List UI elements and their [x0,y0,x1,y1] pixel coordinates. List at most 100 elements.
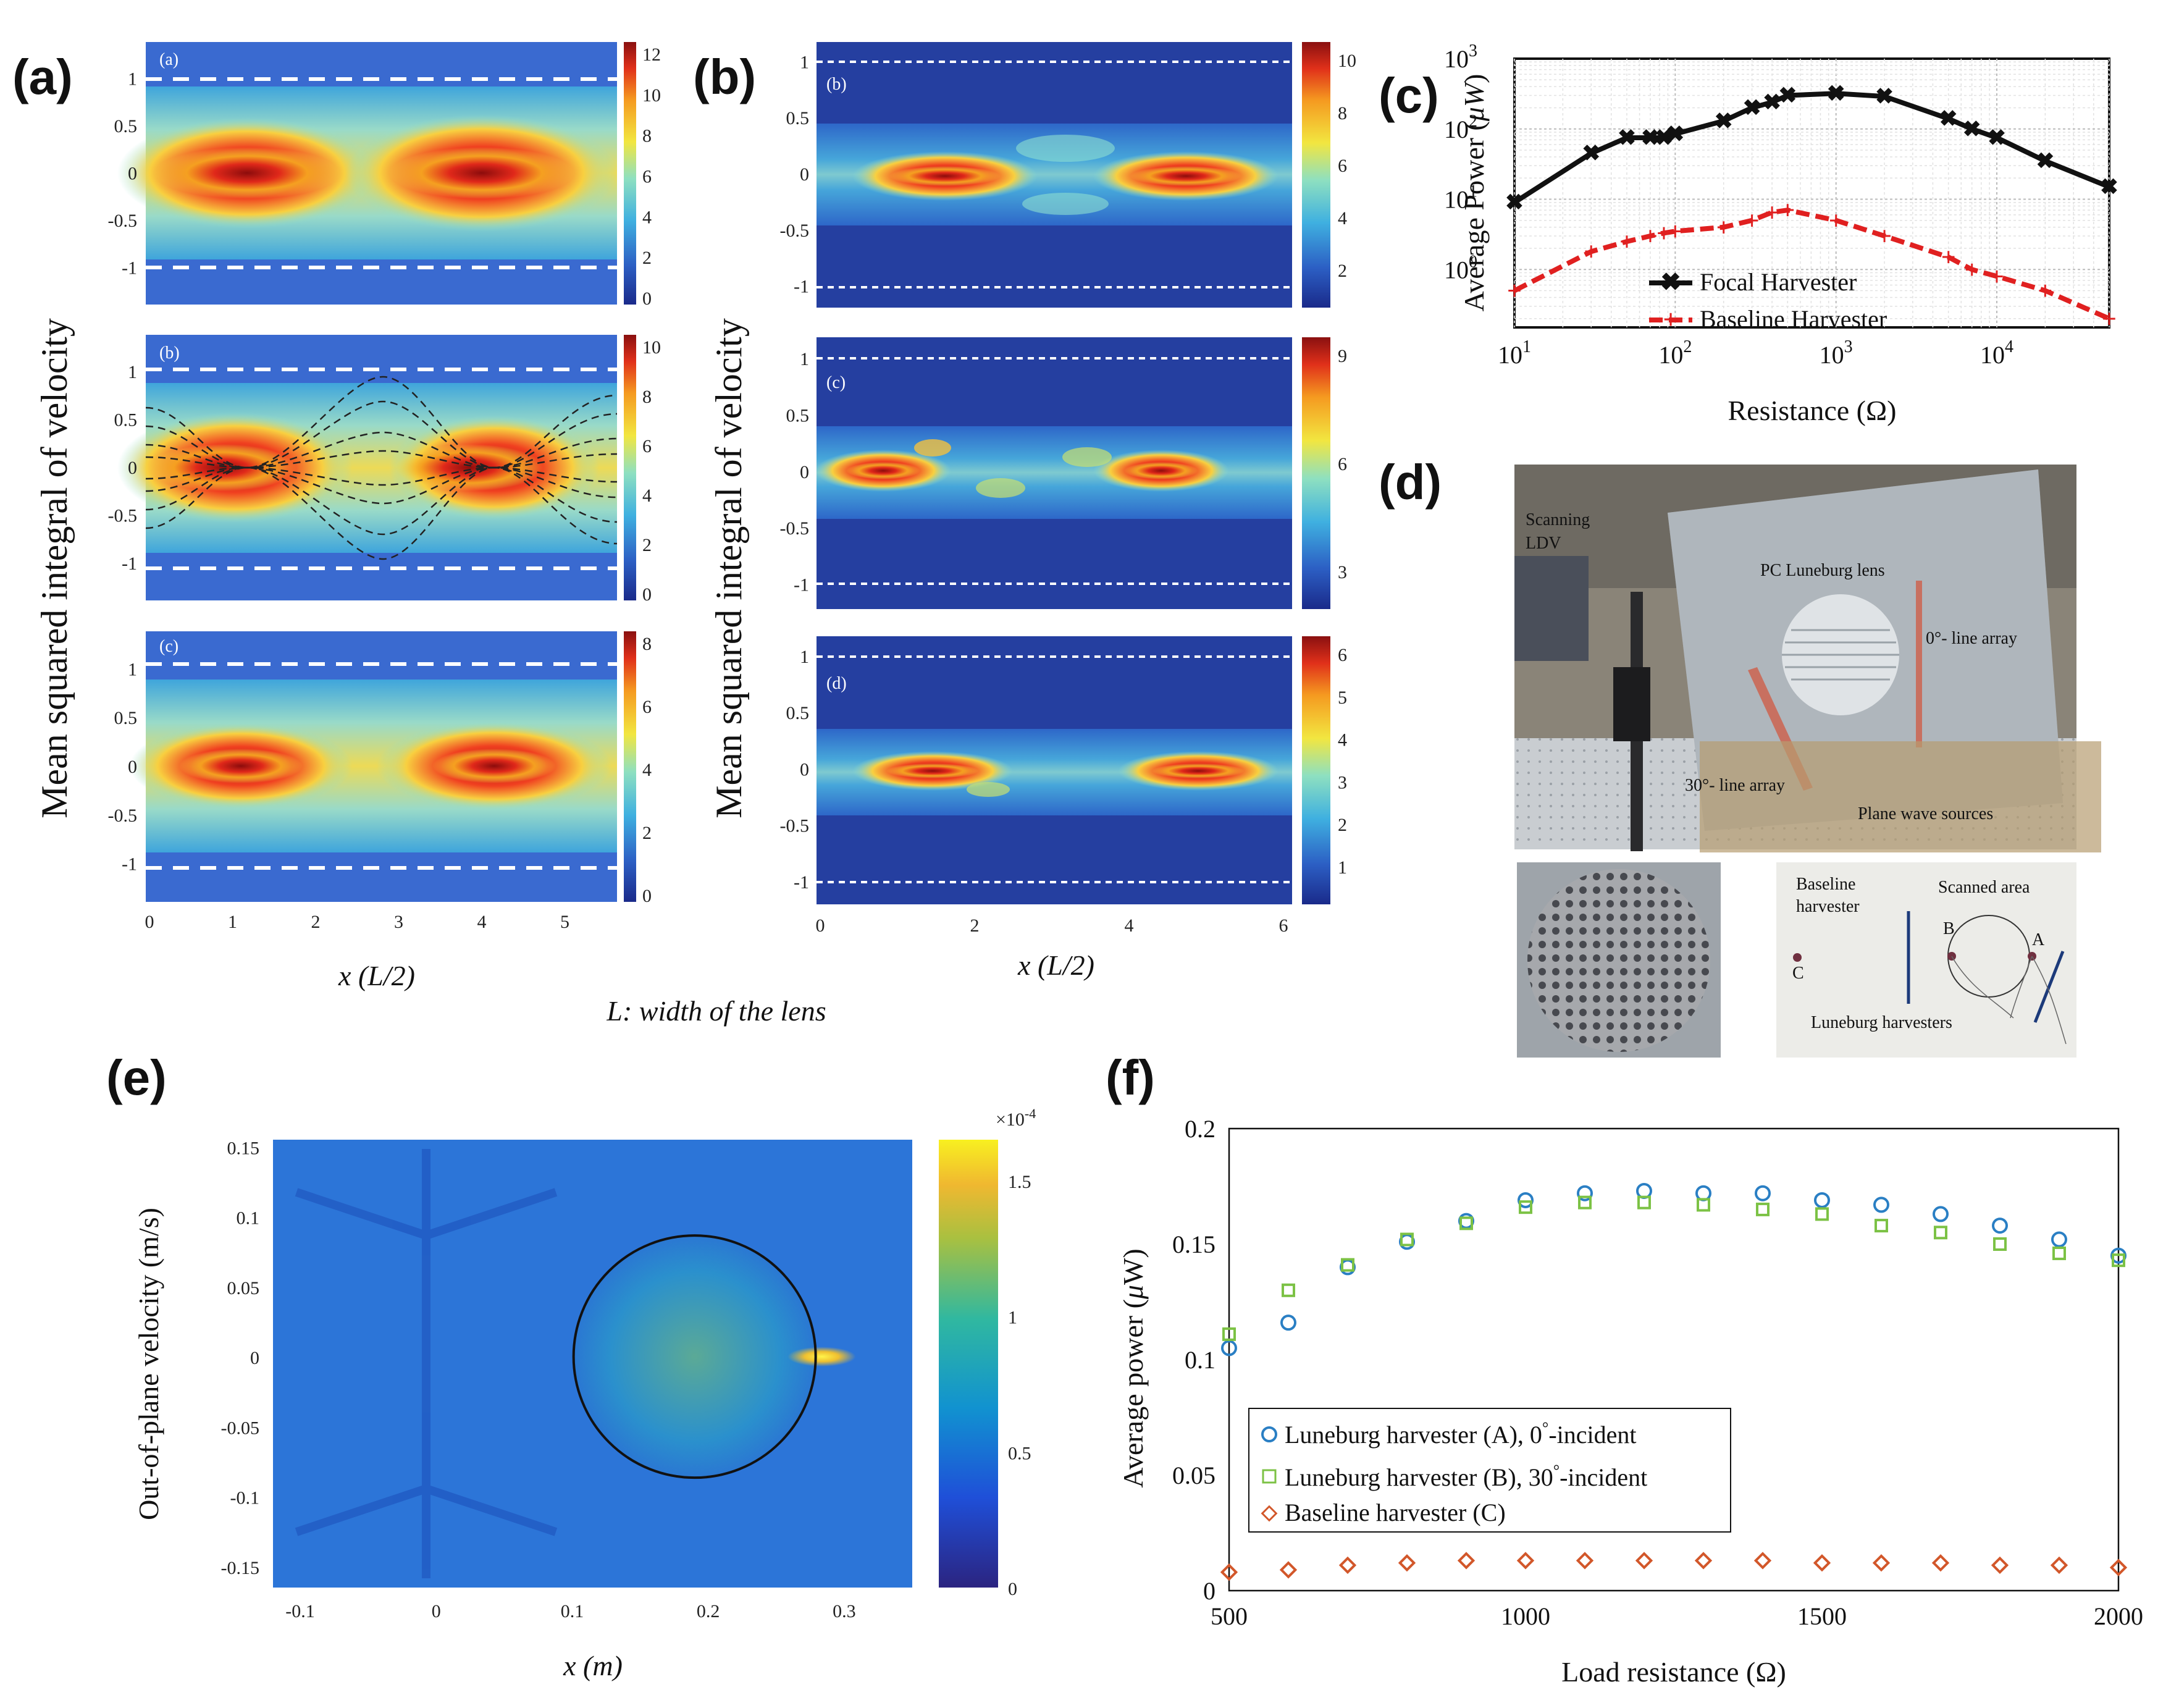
xtick-c: 103 [1820,337,1853,369]
ytick-b3: -0.5 [780,816,810,836]
scatter-point-square [1519,1200,1532,1214]
colorbar-tick-a3: 8 [642,634,652,654]
xtick-c: 104 [1980,337,2013,369]
series-point-c-1: + [1829,207,1844,235]
photo-experimental-setup: Scanning LDV PC Luneburg lens 0°- line a… [1514,465,2101,852]
series-point-c-0: ✖ [1618,125,1636,150]
heatmap-b1: (b) [817,42,1330,308]
scatter-point-diamond [1279,1561,1298,1579]
series-point-c-0: ✖ [1715,109,1733,133]
label-30deg-line-array: 30°- line array [1685,776,1785,795]
series-point-c-0: ✖ [1778,83,1797,107]
ytick-a1: -0.5 [108,211,138,231]
panel-c-series: ✖✖✖ ✖✖✖✖✖ ✖✖ ✖ ✖✖ ✖ ✖✖✖++ + +++ + + + + +++ + +++ [1505,81,2118,333]
scatter-point-diamond [1516,1552,1535,1570]
panel-f-legend: Luneburg harvester (A), 0°-incident Lune… [1248,1408,1731,1533]
ytick-b1: -1 [794,277,809,297]
series-point-c-1: + [1965,256,1980,284]
series-line-c-0 [1513,91,2110,205]
ytick-a1: -1 [122,258,137,279]
xtick-c: 102 [1658,337,1692,369]
label-ldv: LDV [1526,534,1561,553]
heatmap-a2: (b) [117,335,636,600]
panel-f-chart: 500 1000 1500 2000 0.2 0.15 0.1 0.05 0 Luneburg … [1117,1115,2143,1688]
panel-f-ylabel: Average power (μW) [1117,1248,1149,1488]
series-point-c-0: ✖ [1763,90,1781,115]
scatter-point-circle [1873,1197,1889,1213]
panel-a-heatmaps: Mean squared integral of velocity (a) [34,42,661,991]
panel-d-photos: Scanning LDV PC Luneburg lens 0°- line a… [1514,465,2101,1058]
xtick-a: 2 [311,912,321,932]
ytick-a3: 0.5 [114,708,138,728]
xtick-a: 4 [477,912,487,932]
series-point-c-0: ✖ [1827,81,1845,106]
ytick-b2: -1 [794,574,809,595]
legend-c-label: Baseline harvester (C) [1285,1499,1506,1526]
panel-label-a: (a) [12,49,73,104]
panel-e-xlabel: x (m) [563,1650,623,1681]
inset-label-c: C [1792,964,1804,983]
xtick-f: 1000 [1501,1602,1550,1630]
colorbar-tick-a1: 2 [642,248,652,268]
colorbar-tick-e: 0 [1008,1579,1017,1599]
colorbar-tick-a1: 6 [642,167,652,187]
legend-a-marker [1261,1426,1277,1442]
series-point-c-0: ✖ [2100,174,2118,199]
ytick-f: 0.2 [1185,1115,1215,1143]
ytick-e: -0.1 [230,1488,260,1508]
series-point-c-0: ✖ [1875,84,1894,109]
inset-label-b: B [1943,919,1955,938]
heatmap-b1-subcaption: (b) [826,75,847,94]
panel-e-ticks: -0.1 0 0.1 0.2 0.3 0.15 0.1 0.05 0 -0.05 -0.1 -0.15… [221,1138,1031,1622]
scatter-point-circle [1577,1185,1593,1201]
ytick-f: 0.15 [1172,1231,1215,1258]
scatter-point-circle [1755,1185,1771,1201]
ytick-a1: 1 [128,69,137,90]
ytick-f: 0.1 [1185,1346,1215,1374]
ytick-a2: 0.5 [114,410,138,431]
colorbar-tick-a1: 10 [642,85,661,106]
ytick-b2: 0.5 [786,406,810,426]
scatter-point-diamond [1931,1554,1950,1572]
series-point-c-0: ✖ [1666,122,1684,146]
panel-label-e: (e) [106,1050,167,1105]
label-plane-wave-sources: Plane wave sources [1858,804,1993,823]
scatter-point-square [2112,1253,2125,1268]
lens-outline [572,1234,817,1479]
panel-b-ylabel: Mean squared integral of velocity [708,318,749,818]
colorbar-b1 [1302,42,1330,308]
xtick-a: 0 [145,912,154,932]
series-point-c-1: + [2038,277,2052,306]
colorbar-a3 [624,631,636,902]
inset-label-scanned-area: Scanned area [1938,878,2030,897]
ytick-a2: 1 [128,362,137,382]
lens-width-caption: L: width of the lens [606,995,826,1027]
ray-trace-lines [145,376,618,560]
xtick-f: 500 [1211,1602,1248,1630]
ytick-a1: 0 [128,164,137,184]
ytick-e: 0.1 [237,1208,260,1229]
heatmap-b2: (c) [815,337,1330,609]
scatter-point-diamond [1813,1554,1831,1572]
label-pc-luneburg-lens: PC Luneburg lens [1760,561,1885,580]
series-point-c-1: + [1507,277,1522,306]
scatter-point-circle [2051,1231,2067,1248]
scatter-point-square [1756,1202,1770,1216]
ytick-c: 100 [1444,252,1477,284]
legend-focal-label: Focal Harvester [1700,268,1857,296]
inset-label-a: A [2032,930,2045,949]
series-point-c-0: ✖ [1742,96,1761,120]
label-0deg-line-array: 0°- line array [1926,629,2017,648]
colorbar-exponent: ×10-4 [996,1106,1036,1130]
scatter-point-square [1222,1327,1236,1341]
panel-f-ticks: 500 1000 1500 2000 0.2 0.15 0.1 0.05 0 [1172,1115,2143,1630]
scatter-point-square [1459,1216,1473,1231]
panel-a-ylabel: Mean squared integral of velocity [34,318,75,818]
xtick-b: 6 [1279,915,1288,936]
panel-f-xlabel: Load resistance (Ω) [1561,1656,1786,1688]
ytick-b3: -1 [794,872,809,893]
photo-harvester-layout: Baseline harvester Scanned area B A C Lu… [1776,862,2076,1058]
colorbar-tick-b3: 6 [1338,645,1347,665]
